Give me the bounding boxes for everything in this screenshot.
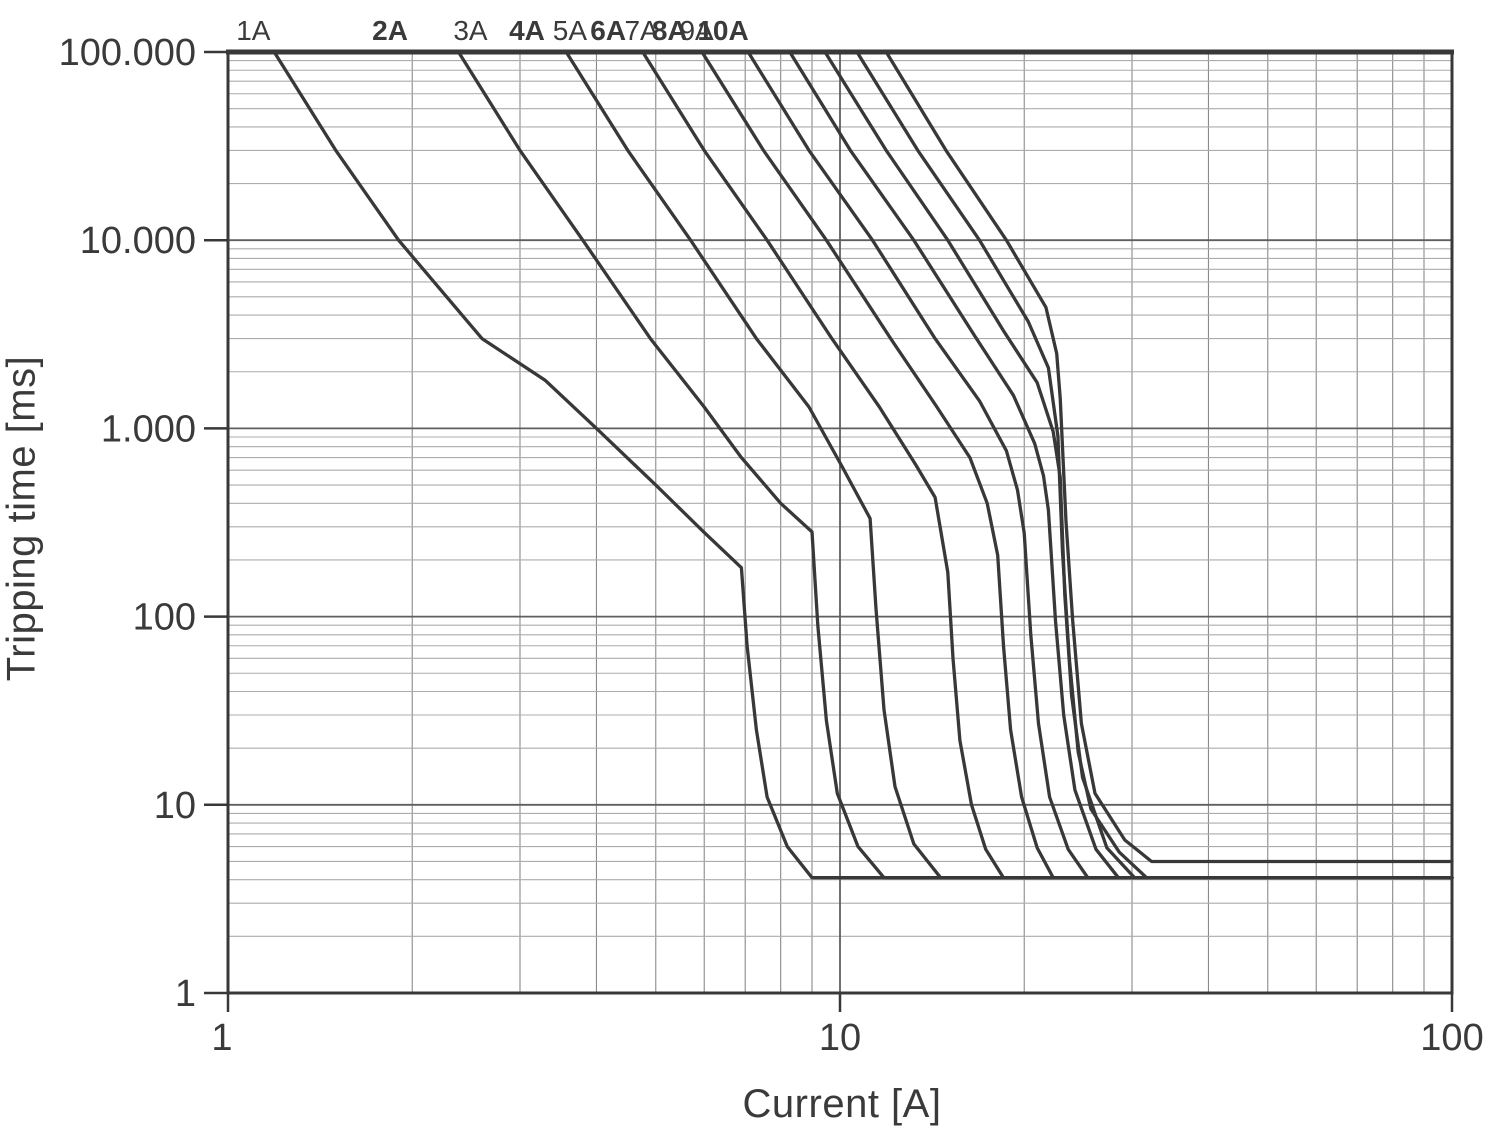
curve-rating-label-5A: 5A	[553, 15, 588, 46]
y-tick-label: 10	[154, 785, 196, 827]
y-tick-label: 100.000	[59, 32, 196, 74]
curve-rating-label-8A: 8A	[652, 15, 688, 46]
x-tick-label: 1	[211, 1017, 232, 1059]
curve-10A	[884, 50, 1454, 864]
x-axis-title: Current [A]	[742, 1082, 942, 1126]
curve-rating-label-1A: 1A	[236, 15, 271, 46]
x-tick-label: 10	[819, 1017, 861, 1059]
curve-3A	[564, 50, 1454, 880]
curve-9A	[855, 50, 1454, 880]
curve-rating-label-7A: 7A	[624, 15, 659, 46]
curve-rating-label-10A: 10A	[697, 15, 748, 46]
curve-rating-label-9A: 9A	[679, 15, 714, 46]
curves-group	[272, 50, 1454, 880]
curve-rating-label-3A: 3A	[453, 15, 488, 46]
curve-8A	[823, 50, 1454, 880]
y-tick-label: 1	[175, 973, 196, 1015]
y-axis-title: Tripping time [ms]	[0, 355, 44, 682]
axis-ticks-group	[204, 50, 1454, 1012]
y-tick-label: 1.000	[101, 408, 196, 450]
y-tick-label: 100	[133, 597, 196, 639]
curve-7A	[788, 50, 1454, 880]
curve-6A	[746, 50, 1454, 880]
curve-rating-label-2A: 2A	[372, 15, 408, 46]
curve-rating-label-4A: 4A	[509, 15, 545, 46]
curve-rating-label-6A: 6A	[590, 15, 626, 46]
y-tick-label: 10.000	[80, 220, 196, 262]
x-tick-label: 100	[1420, 1017, 1483, 1059]
curve-2A	[456, 50, 1454, 880]
curve-5A	[700, 50, 1454, 880]
curve-1A	[272, 50, 1454, 880]
curve-4A	[641, 50, 1454, 880]
